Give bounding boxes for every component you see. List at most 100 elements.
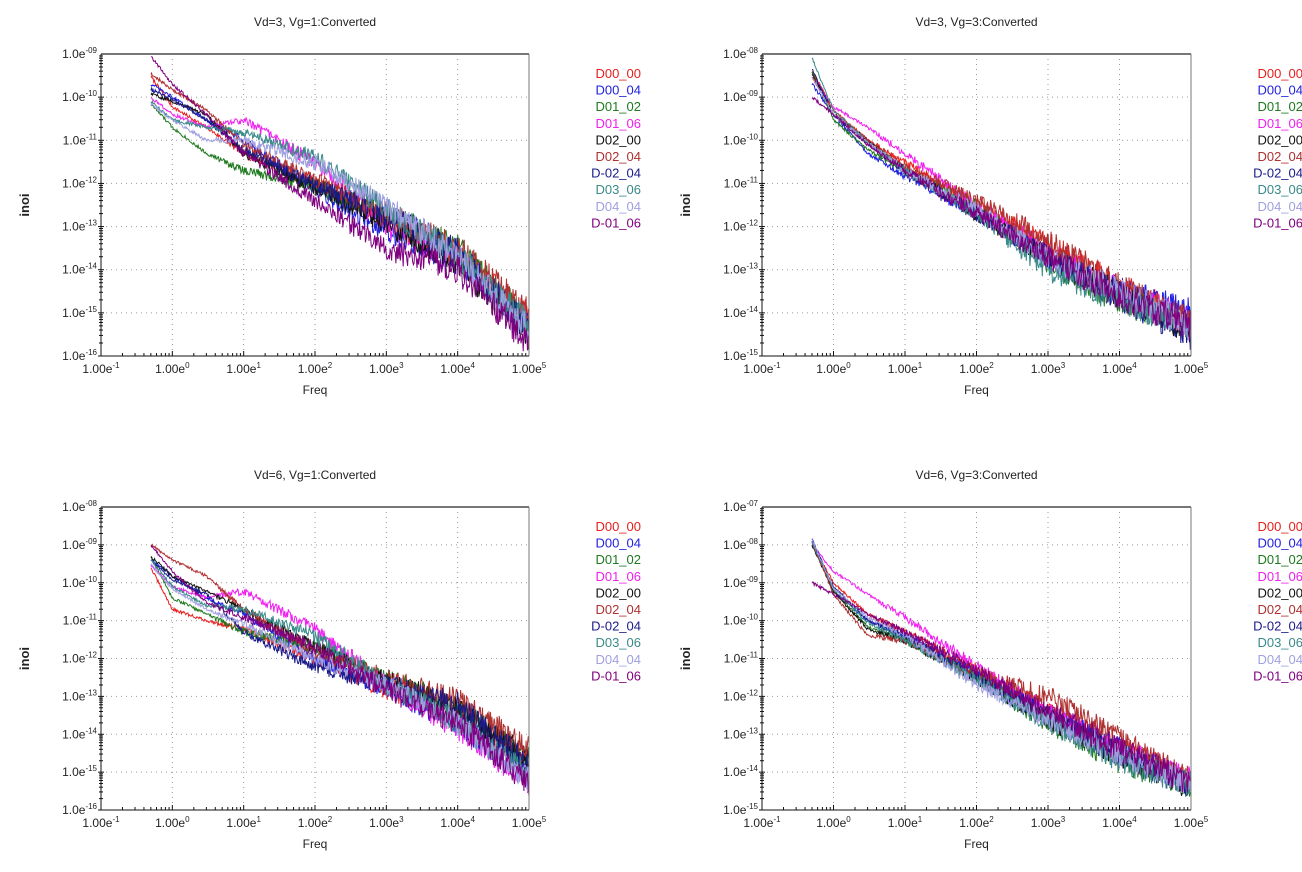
- x-tick-label: 1.00e0: [155, 815, 190, 830]
- legend-item: D-01_06: [591, 215, 641, 230]
- series-group: [811, 57, 1191, 350]
- x-tick-label: 1.00e3: [369, 815, 404, 830]
- series-line-D04_04: [811, 77, 1191, 341]
- series-line-D-01_06: [150, 545, 529, 797]
- legend-item: D-01_06: [1253, 215, 1302, 230]
- y-tick-label: 1.0e-10: [723, 613, 758, 628]
- y-tick-label: 1.0e-15: [62, 764, 97, 779]
- legend-item: D00_00: [595, 519, 641, 534]
- y-tick-label: 1.0e-09: [723, 575, 758, 590]
- x-tick-label: 1.00e1: [888, 361, 923, 376]
- x-tick-label: 1.00e4: [440, 361, 475, 376]
- series-line-D04_04: [150, 563, 529, 792]
- legend-item: D01_06: [1257, 569, 1302, 584]
- legend-item: D03_06: [1257, 635, 1302, 650]
- legend-item: D-02_04: [591, 166, 641, 181]
- y-tick-label: 1.0e-12: [62, 175, 97, 190]
- legend-item: D01_06: [595, 116, 641, 131]
- legend-item: D02_00: [1257, 585, 1302, 600]
- series-line-D00_04: [150, 84, 529, 338]
- legend-item: D04_04: [1257, 652, 1302, 667]
- legend-item: D01_02: [1257, 99, 1302, 114]
- y-tick-label: 1.0e-11: [63, 613, 98, 628]
- y-tick-label: 1.0e-10: [62, 575, 97, 590]
- x-axis-label: Freq: [964, 837, 989, 851]
- y-tick-label: 1.0e-16: [62, 802, 97, 817]
- y-tick-label: 1.0e-13: [723, 726, 758, 741]
- x-tick-label: 1.00e2: [959, 361, 994, 376]
- series-line-D-02_04: [150, 559, 529, 772]
- x-tick-label: 1.00e0: [155, 361, 190, 376]
- y-tick-label: 1.0e-15: [62, 305, 97, 320]
- x-tick-label: 1.00e3: [1031, 815, 1066, 830]
- chart-panel-1: Vd=3, Vg=1:Converted 1.00e-1 1.00e0 1.00e1 1…: [17, 15, 641, 397]
- legend-item: D02_04: [595, 602, 641, 617]
- series-line-D04_04: [811, 539, 1191, 793]
- legend-item: D00_00: [595, 66, 641, 81]
- legend-item: D03_06: [1257, 182, 1302, 197]
- y-tick-label: 1.0e-09: [62, 537, 97, 552]
- x-tick-label: 1.00e2: [959, 815, 994, 830]
- y-tick-label: 1.0e-14: [723, 305, 758, 320]
- x-tick-label: 1.00e3: [369, 361, 404, 376]
- y-tick-label: 1.0e-10: [723, 132, 758, 147]
- chart-title: Vd=3, Vg=1:Converted: [254, 15, 376, 29]
- legend-item: D02_00: [595, 132, 641, 147]
- chart-panel-4: Vd=6, Vg=3:Converted 1.00e-1 1.00e0 1.00e1 1…: [678, 468, 1302, 851]
- legend-item: D04_04: [595, 652, 641, 667]
- y-tick-label: 1.0e-10: [62, 89, 97, 104]
- x-tick-label: 1.00e5: [512, 815, 547, 830]
- y-tick-label: 1.0e-14: [62, 262, 97, 277]
- y-tick-label: 1.0e-08: [62, 499, 97, 514]
- series-line-D03_06: [811, 541, 1191, 795]
- series-line-D-01_06: [811, 581, 1191, 793]
- y-tick-label: 1.0e-09: [62, 46, 97, 61]
- legend-item: D01_06: [1257, 116, 1302, 131]
- y-tick-label: 1.0e-12: [62, 651, 97, 666]
- chart-panel-2: Vd=3, Vg=3:Converted 1.00e-1 1.00e0 1.00e1 1…: [678, 15, 1302, 397]
- x-tick-label: 1.00e3: [1031, 361, 1066, 376]
- x-tick-label: 1.00e5: [1174, 815, 1209, 830]
- x-tick-label: 1.00e-1: [743, 815, 781, 830]
- x-axis-label: Freq: [964, 383, 989, 397]
- y-tick-label: 1.0e-12: [723, 219, 758, 234]
- y-tick-label: 1.0e-16: [62, 348, 97, 363]
- y-tick-label: 1.0e-08: [723, 46, 758, 61]
- y-tick-label: 1.0e-12: [723, 688, 758, 703]
- legend-item: D00_00: [1257, 66, 1302, 81]
- legend-item: D03_06: [595, 182, 641, 197]
- chart-title: Vd=3, Vg=3:Converted: [915, 15, 1037, 29]
- legend-item: D00_04: [1257, 83, 1302, 98]
- legend-item: D02_04: [595, 149, 641, 164]
- series-group: [150, 56, 529, 352]
- series-line-D-01_06: [150, 56, 529, 352]
- y-tick-label: 1.0e-11: [724, 651, 759, 666]
- x-tick-label: 1.00e5: [1174, 361, 1209, 376]
- legend-item: D02_04: [1257, 602, 1302, 617]
- y-tick-label: 1.0e-13: [62, 219, 97, 234]
- x-tick-label: 1.00e1: [888, 815, 923, 830]
- x-tick-label: 1.00e2: [298, 815, 333, 830]
- legend-item: D-01_06: [591, 668, 641, 683]
- y-tick-label: 1.0e-11: [724, 175, 759, 190]
- chart-panel-3: Vd=6, Vg=1:Converted 1.00e-1 1.00e0 1.00e1 1…: [17, 468, 641, 851]
- legend-item: D-01_06: [1253, 668, 1302, 683]
- y-tick-label: 1.0e-09: [723, 89, 758, 104]
- x-tick-label: 1.00e2: [298, 361, 333, 376]
- y-axis-label: inoi: [17, 647, 32, 670]
- legend-item: D02_00: [595, 585, 641, 600]
- legend-item: D-02_04: [1253, 619, 1302, 634]
- x-tick-label: 1.00e4: [1102, 815, 1137, 830]
- x-tick-label: 1.00e-1: [82, 815, 120, 830]
- legend-item: D02_00: [1257, 132, 1302, 147]
- x-tick-label: 1.00e0: [816, 815, 851, 830]
- series-line-D02_04: [811, 542, 1191, 787]
- y-axis-label: inoi: [678, 193, 693, 216]
- legend-item: D01_02: [595, 552, 641, 567]
- legend-item: D-02_04: [591, 619, 641, 634]
- legend-item: D04_04: [595, 199, 641, 214]
